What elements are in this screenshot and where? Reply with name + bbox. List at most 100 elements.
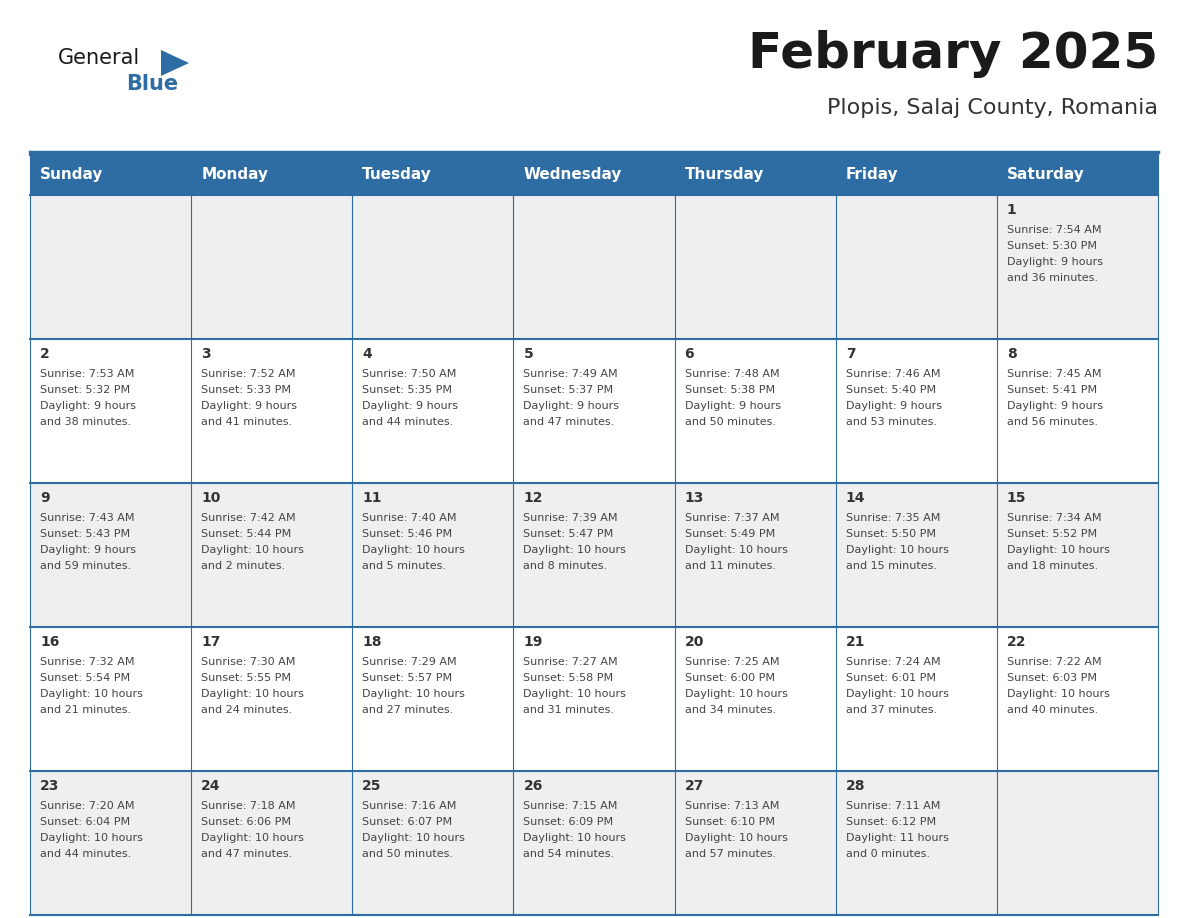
Text: Daylight: 10 hours: Daylight: 10 hours xyxy=(1007,689,1110,699)
Text: Daylight: 9 hours: Daylight: 9 hours xyxy=(40,401,135,411)
Text: Sunrise: 7:25 AM: Sunrise: 7:25 AM xyxy=(684,657,779,667)
Text: Sunset: 5:33 PM: Sunset: 5:33 PM xyxy=(201,385,291,395)
Text: and 27 minutes.: and 27 minutes. xyxy=(362,705,454,715)
Text: Sunrise: 7:50 AM: Sunrise: 7:50 AM xyxy=(362,369,456,379)
Bar xyxy=(513,155,675,195)
Text: and 5 minutes.: and 5 minutes. xyxy=(362,561,447,571)
Text: 1: 1 xyxy=(1007,203,1017,217)
Text: Sunrise: 7:29 AM: Sunrise: 7:29 AM xyxy=(362,657,457,667)
Text: Sunrise: 7:35 AM: Sunrise: 7:35 AM xyxy=(846,513,940,523)
Text: 3: 3 xyxy=(201,347,210,361)
Bar xyxy=(675,771,835,915)
Text: Sunrise: 7:22 AM: Sunrise: 7:22 AM xyxy=(1007,657,1101,667)
Text: and 24 minutes.: and 24 minutes. xyxy=(201,705,292,715)
Text: 12: 12 xyxy=(524,491,543,505)
Text: Sunrise: 7:45 AM: Sunrise: 7:45 AM xyxy=(1007,369,1101,379)
Text: Daylight: 10 hours: Daylight: 10 hours xyxy=(524,545,626,555)
Bar xyxy=(513,339,675,483)
Bar xyxy=(997,483,1158,627)
Text: 20: 20 xyxy=(684,635,704,649)
Text: Sunset: 6:00 PM: Sunset: 6:00 PM xyxy=(684,673,775,683)
Text: Sunset: 5:58 PM: Sunset: 5:58 PM xyxy=(524,673,613,683)
Bar xyxy=(353,771,513,915)
Text: and 31 minutes.: and 31 minutes. xyxy=(524,705,614,715)
Bar xyxy=(513,483,675,627)
Text: Daylight: 10 hours: Daylight: 10 hours xyxy=(362,545,466,555)
Text: Sunset: 5:40 PM: Sunset: 5:40 PM xyxy=(846,385,936,395)
Text: 25: 25 xyxy=(362,779,381,793)
Text: Sunset: 5:35 PM: Sunset: 5:35 PM xyxy=(362,385,453,395)
Text: Sunrise: 7:53 AM: Sunrise: 7:53 AM xyxy=(40,369,134,379)
Text: Plopis, Salaj County, Romania: Plopis, Salaj County, Romania xyxy=(827,98,1158,118)
Text: Sunset: 5:50 PM: Sunset: 5:50 PM xyxy=(846,529,936,539)
Text: 9: 9 xyxy=(40,491,50,505)
Text: Sunrise: 7:42 AM: Sunrise: 7:42 AM xyxy=(201,513,296,523)
Text: and 36 minutes.: and 36 minutes. xyxy=(1007,273,1098,283)
Text: Daylight: 10 hours: Daylight: 10 hours xyxy=(846,545,948,555)
Text: 14: 14 xyxy=(846,491,865,505)
Bar xyxy=(835,195,997,339)
Text: and 59 minutes.: and 59 minutes. xyxy=(40,561,131,571)
Text: Daylight: 10 hours: Daylight: 10 hours xyxy=(40,833,143,843)
Text: 6: 6 xyxy=(684,347,694,361)
Text: Daylight: 10 hours: Daylight: 10 hours xyxy=(1007,545,1110,555)
Text: Saturday: Saturday xyxy=(1007,167,1085,183)
Text: and 34 minutes.: and 34 minutes. xyxy=(684,705,776,715)
Bar xyxy=(997,339,1158,483)
Bar xyxy=(675,627,835,771)
Bar xyxy=(513,195,675,339)
Text: Sunrise: 7:48 AM: Sunrise: 7:48 AM xyxy=(684,369,779,379)
Text: and 47 minutes.: and 47 minutes. xyxy=(524,417,614,427)
Text: Daylight: 10 hours: Daylight: 10 hours xyxy=(524,689,626,699)
Text: Sunrise: 7:37 AM: Sunrise: 7:37 AM xyxy=(684,513,779,523)
Text: and 53 minutes.: and 53 minutes. xyxy=(846,417,936,427)
Text: and 41 minutes.: and 41 minutes. xyxy=(201,417,292,427)
Text: Daylight: 10 hours: Daylight: 10 hours xyxy=(846,689,948,699)
Text: Sunset: 5:57 PM: Sunset: 5:57 PM xyxy=(362,673,453,683)
Text: and 0 minutes.: and 0 minutes. xyxy=(846,849,930,859)
Bar xyxy=(191,627,353,771)
Bar xyxy=(30,339,191,483)
Text: 18: 18 xyxy=(362,635,381,649)
Bar xyxy=(353,155,513,195)
Text: Daylight: 10 hours: Daylight: 10 hours xyxy=(201,689,304,699)
Text: Daylight: 10 hours: Daylight: 10 hours xyxy=(362,833,466,843)
Text: Daylight: 10 hours: Daylight: 10 hours xyxy=(684,833,788,843)
Bar xyxy=(835,771,997,915)
Text: and 50 minutes.: and 50 minutes. xyxy=(362,849,454,859)
Text: Sunrise: 7:34 AM: Sunrise: 7:34 AM xyxy=(1007,513,1101,523)
Bar xyxy=(675,339,835,483)
Text: Sunrise: 7:15 AM: Sunrise: 7:15 AM xyxy=(524,801,618,811)
Bar xyxy=(191,155,353,195)
Bar xyxy=(353,483,513,627)
Text: Sunrise: 7:13 AM: Sunrise: 7:13 AM xyxy=(684,801,779,811)
Text: Sunrise: 7:43 AM: Sunrise: 7:43 AM xyxy=(40,513,134,523)
Text: 27: 27 xyxy=(684,779,704,793)
Text: Tuesday: Tuesday xyxy=(362,167,432,183)
Bar xyxy=(835,483,997,627)
Text: 8: 8 xyxy=(1007,347,1017,361)
Text: Daylight: 9 hours: Daylight: 9 hours xyxy=(201,401,297,411)
Text: 2: 2 xyxy=(40,347,50,361)
Text: Thursday: Thursday xyxy=(684,167,764,183)
Text: Sunset: 6:01 PM: Sunset: 6:01 PM xyxy=(846,673,936,683)
Text: Sunset: 5:38 PM: Sunset: 5:38 PM xyxy=(684,385,775,395)
Bar xyxy=(675,483,835,627)
Text: 5: 5 xyxy=(524,347,533,361)
Text: Sunset: 5:47 PM: Sunset: 5:47 PM xyxy=(524,529,614,539)
Text: 10: 10 xyxy=(201,491,221,505)
Text: Sunset: 6:04 PM: Sunset: 6:04 PM xyxy=(40,817,131,827)
Text: Sunset: 5:30 PM: Sunset: 5:30 PM xyxy=(1007,241,1097,251)
Text: Sunset: 5:52 PM: Sunset: 5:52 PM xyxy=(1007,529,1097,539)
Text: Daylight: 11 hours: Daylight: 11 hours xyxy=(846,833,948,843)
Text: Sunrise: 7:40 AM: Sunrise: 7:40 AM xyxy=(362,513,456,523)
Text: Daylight: 10 hours: Daylight: 10 hours xyxy=(684,545,788,555)
Text: 15: 15 xyxy=(1007,491,1026,505)
Bar xyxy=(675,195,835,339)
Text: Daylight: 9 hours: Daylight: 9 hours xyxy=(1007,401,1102,411)
Text: Sunrise: 7:20 AM: Sunrise: 7:20 AM xyxy=(40,801,134,811)
Text: and 11 minutes.: and 11 minutes. xyxy=(684,561,776,571)
Bar xyxy=(997,627,1158,771)
Bar xyxy=(997,771,1158,915)
Text: Sunrise: 7:52 AM: Sunrise: 7:52 AM xyxy=(201,369,296,379)
